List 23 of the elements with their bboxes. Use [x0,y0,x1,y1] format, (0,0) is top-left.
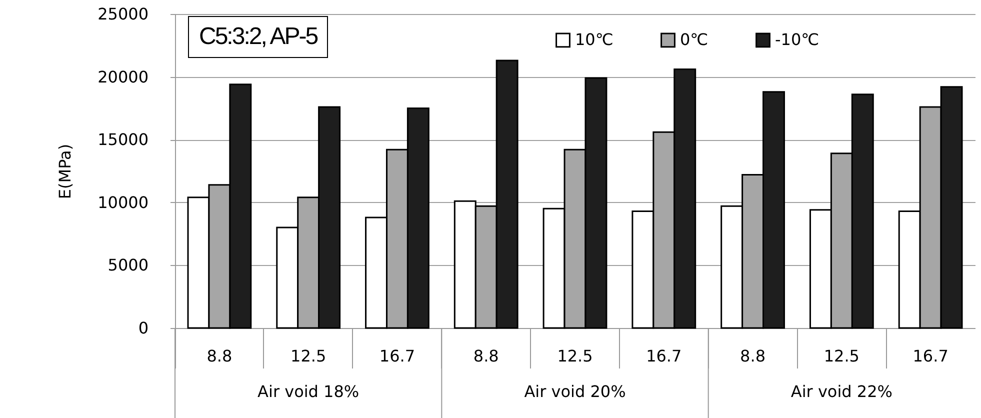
legend-label: -10℃ [775,30,820,50]
x-tick-label: 16.7 [379,346,416,366]
y-tick-label: 5000 [108,256,148,275]
text: Air void 22% [790,382,892,401]
annotation: C5:3:2, AP-5 [188,16,328,58]
text: Air void 18% [258,382,360,401]
y-axis-title: E(MPa) [56,144,75,200]
x-tick-label: 16.7 [646,346,682,366]
x-tick-label: 12.5 [290,346,326,366]
x-tick-label: 12.5 [557,346,593,366]
y-tick-label: 0 [138,318,148,338]
legend-label: 0℃ [680,30,708,50]
x-tick-label: 8.8 [206,346,232,366]
x-tick-label: 8.8 [740,346,766,366]
x-tick-label: 12.5 [824,346,860,366]
y-tick-label: 10000 [98,192,148,212]
y-tick-label: 25000 [98,4,148,24]
y-tick-label: 15000 [98,130,148,150]
text: Air void 20% [524,382,626,401]
x-tick-label: 8.8 [473,346,499,366]
legend-label: 10℃ [575,30,614,50]
x-tick-label: 16.7 [912,346,948,366]
y-tick-label: 20000 [98,67,148,86]
